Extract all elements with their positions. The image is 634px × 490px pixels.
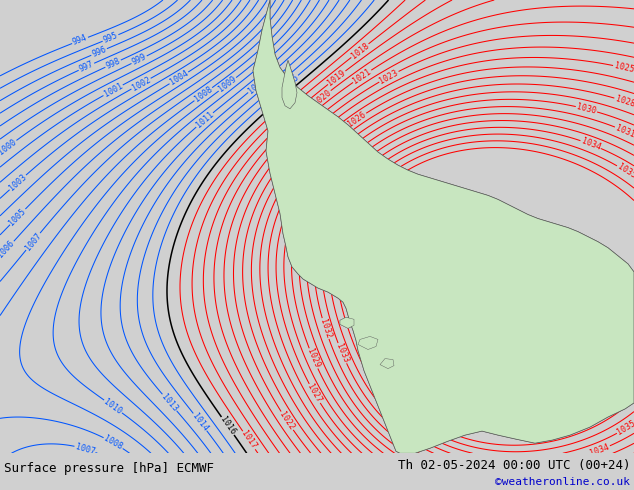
Text: 999: 999 xyxy=(131,52,148,67)
Text: 1002: 1002 xyxy=(130,75,152,93)
Text: 1004: 1004 xyxy=(168,69,190,87)
Text: Surface pressure [hPa] ECMWF: Surface pressure [hPa] ECMWF xyxy=(4,462,214,475)
Text: 1035: 1035 xyxy=(616,419,634,437)
Polygon shape xyxy=(380,359,394,368)
Text: 1034: 1034 xyxy=(589,442,611,458)
Text: 1017: 1017 xyxy=(240,429,258,451)
Text: 1023: 1023 xyxy=(378,68,400,85)
Text: 1032: 1032 xyxy=(318,318,333,340)
Text: 996: 996 xyxy=(91,45,108,59)
Text: 1003: 1003 xyxy=(8,172,29,193)
Polygon shape xyxy=(340,318,354,328)
Text: 1026: 1026 xyxy=(346,110,368,129)
Text: 1024: 1024 xyxy=(317,116,338,136)
Polygon shape xyxy=(340,318,354,328)
Text: 1013: 1013 xyxy=(160,392,179,413)
Text: 1008: 1008 xyxy=(193,85,214,104)
Text: 1006: 1006 xyxy=(0,239,16,260)
Text: 1037: 1037 xyxy=(362,334,378,356)
Text: Th 02-05-2024 00:00 UTC (00+24): Th 02-05-2024 00:00 UTC (00+24) xyxy=(398,459,630,472)
Text: 1036: 1036 xyxy=(346,310,361,332)
Text: 1000: 1000 xyxy=(0,137,18,157)
Text: 1016: 1016 xyxy=(218,415,237,437)
Polygon shape xyxy=(253,0,634,453)
Text: 1009: 1009 xyxy=(217,74,238,94)
Text: 1018: 1018 xyxy=(349,41,370,60)
Polygon shape xyxy=(380,359,394,368)
Text: 1027: 1027 xyxy=(306,383,323,404)
Polygon shape xyxy=(282,60,297,109)
Text: 1034: 1034 xyxy=(580,137,602,152)
Polygon shape xyxy=(253,0,634,453)
Text: 1031: 1031 xyxy=(614,123,634,139)
Text: 1033: 1033 xyxy=(334,343,350,364)
Text: 994: 994 xyxy=(72,33,89,48)
Text: 1011: 1011 xyxy=(194,110,215,130)
Text: 1007: 1007 xyxy=(23,231,43,252)
Text: 998: 998 xyxy=(105,56,122,71)
Text: 1025: 1025 xyxy=(613,61,634,74)
Polygon shape xyxy=(282,60,297,109)
Text: 1029: 1029 xyxy=(306,347,321,369)
Text: 1028: 1028 xyxy=(614,94,634,109)
Text: 1010: 1010 xyxy=(102,397,124,416)
Text: 1019: 1019 xyxy=(326,68,347,87)
Polygon shape xyxy=(358,337,378,349)
Text: ©weatheronline.co.uk: ©weatheronline.co.uk xyxy=(495,477,630,487)
Text: 1008: 1008 xyxy=(102,434,124,452)
Text: 1035: 1035 xyxy=(616,162,634,181)
Text: 1005: 1005 xyxy=(8,207,28,227)
Text: 1014: 1014 xyxy=(190,412,210,433)
Polygon shape xyxy=(358,337,378,349)
Text: 1012: 1012 xyxy=(246,75,267,96)
Text: 1021: 1021 xyxy=(351,67,373,86)
Text: 997: 997 xyxy=(78,60,95,74)
Text: 1020: 1020 xyxy=(311,88,333,107)
Text: 1030: 1030 xyxy=(576,102,597,116)
Text: 1001: 1001 xyxy=(102,81,124,99)
Text: 1015: 1015 xyxy=(279,73,301,93)
Text: 1022: 1022 xyxy=(278,410,296,432)
Text: 1007: 1007 xyxy=(74,442,96,456)
Text: 995: 995 xyxy=(102,31,119,45)
